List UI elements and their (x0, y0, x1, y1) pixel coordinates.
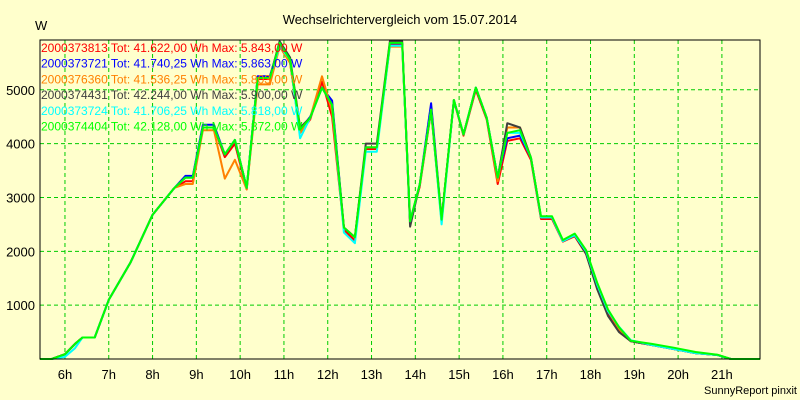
x-tick-label: 13h (361, 367, 383, 382)
x-tick-label: 7h (102, 367, 116, 382)
x-tick-label: 18h (580, 367, 602, 382)
x-tick-label: 20h (667, 367, 689, 382)
legend-entry-2000374404: 2000374404 Tot: 42.128,00 Wh Max: 5.872,… (41, 120, 303, 134)
x-tick-label: 6h (58, 367, 72, 382)
x-tick-label: 21h (711, 367, 733, 382)
legend-entry-2000373724: 2000373724 Tot: 41.706,25 Wh Max: 5.818,… (41, 104, 303, 118)
series-line-2000374404 (40, 41, 760, 360)
y-tick-label: 1000 (6, 298, 35, 313)
legend: 2000373813 Tot: 41.622,00 Wh Max: 5.843,… (41, 41, 303, 134)
chart-title: Wechselrichtervergleich vom 15.07.2014 (283, 12, 518, 27)
plot-frame (39, 39, 761, 360)
series-lines (40, 40, 760, 360)
legend-entry-2000374431: 2000374431 Tot: 42.244,00 Wh Max: 5.900,… (41, 88, 303, 102)
legend-entry-2000373721: 2000373721 Tot: 41.740,25 Wh Max: 5.863,… (41, 57, 303, 71)
x-tick-label: 12h (317, 367, 339, 382)
x-tick-label: 14h (404, 367, 426, 382)
x-tick-label: 19h (623, 367, 645, 382)
axes: 6h 7h 8h 9h 10h 11h 12h 13h 14h 15h 16h 17h 18h 19h 20… (6, 83, 733, 382)
y-tick-label: 2000 (6, 244, 35, 259)
x-tick-label: 16h (492, 367, 514, 382)
y-tick-label: 5000 (6, 83, 35, 98)
x-tick-label: 8h (145, 367, 159, 382)
x-tick-label: 10h (229, 367, 251, 382)
y-tick-label: 3000 (6, 190, 35, 205)
footer-credit: SunnyReport pinxit (704, 385, 797, 397)
x-tick-label: 9h (189, 367, 203, 382)
x-tick-label: 11h (274, 367, 295, 382)
x-tick-label: 17h (536, 367, 558, 382)
y-axis-label: W (35, 18, 48, 33)
x-tick-label: 15h (448, 367, 470, 382)
legend-entry-2000376360: 2000376360 Tot: 41.536,25 Wh Max: 5.803,… (41, 72, 303, 86)
legend-entry-2000373813: 2000373813 Tot: 41.622,00 Wh Max: 5.843,… (41, 41, 303, 55)
y-tick-label: 4000 (6, 137, 35, 152)
grid (40, 40, 760, 359)
